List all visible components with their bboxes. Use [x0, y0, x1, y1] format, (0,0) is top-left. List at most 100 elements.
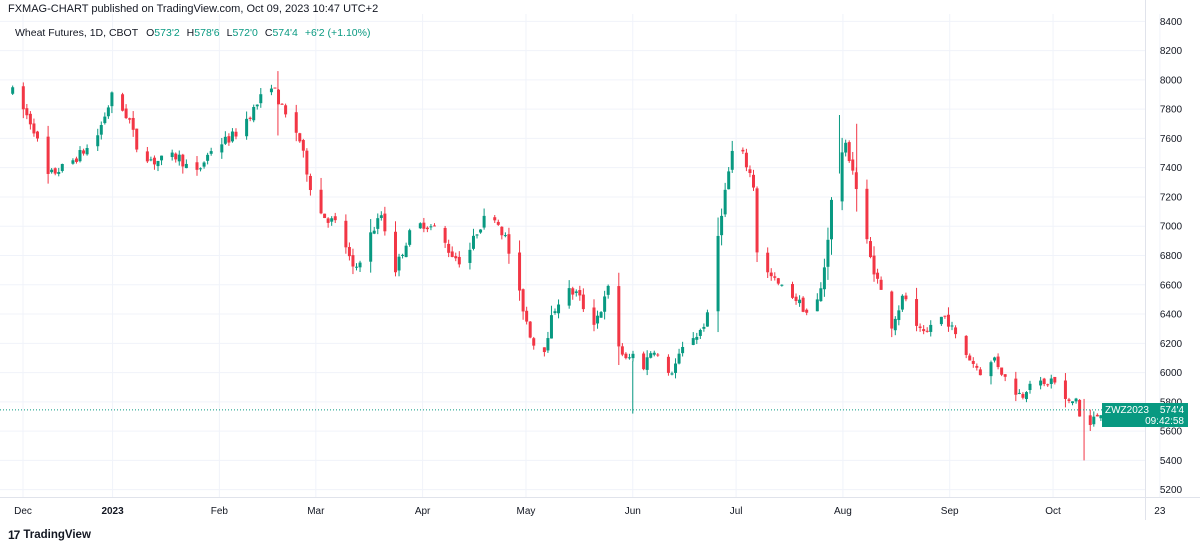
- candle-body: [532, 338, 536, 346]
- candle-body: [351, 255, 355, 267]
- low-value: 572'0: [232, 27, 258, 39]
- candle-body: [528, 321, 532, 338]
- price-axis[interactable]: 8400 8200 8000 7800 7600 7400 7200 7000 6800 6600…: [1145, 0, 1183, 520]
- candle-body: [379, 215, 383, 218]
- candle-body: [32, 123, 36, 134]
- time-tick-label: Jul: [730, 506, 743, 517]
- candle-body: [1017, 392, 1021, 394]
- candle-body: [248, 117, 252, 119]
- candle-body: [620, 346, 624, 355]
- candle-body: [989, 362, 993, 377]
- candle-body: [702, 326, 706, 329]
- candle-body: [876, 272, 880, 279]
- time-tick-label: 23: [1154, 506, 1166, 517]
- candle-body: [681, 346, 685, 354]
- candle-body: [695, 336, 699, 340]
- candle-body: [879, 279, 883, 290]
- candle-body: [1000, 367, 1004, 375]
- candle-body: [199, 168, 203, 170]
- close-value: 574'4: [272, 27, 298, 39]
- candle-body: [21, 86, 25, 110]
- time-tick-label: Aug: [834, 506, 852, 517]
- candle-body: [333, 216, 337, 221]
- candle-body: [542, 347, 546, 353]
- candle-body: [1074, 398, 1078, 402]
- candle-body: [925, 330, 929, 332]
- candle-body: [1063, 380, 1067, 399]
- ohlc-legend: Wheat Futures, 1D, CBOT O573'2 H578'6 L572'…: [15, 27, 370, 39]
- candle-body: [844, 142, 848, 153]
- candle-body: [277, 89, 281, 105]
- candle-body: [727, 171, 731, 190]
- candle-body: [330, 218, 334, 222]
- candle-body: [950, 325, 954, 327]
- candle-body: [649, 353, 653, 358]
- candle-body: [1078, 399, 1082, 417]
- candle-body: [11, 87, 15, 94]
- candle-body: [468, 249, 472, 263]
- candle-body: [674, 363, 678, 373]
- candle-body: [599, 312, 603, 318]
- candle-body: [145, 151, 149, 162]
- candle-body: [209, 151, 213, 154]
- candle-body: [592, 307, 596, 325]
- candle-body: [1053, 376, 1057, 383]
- price-tick-label: 5800: [1160, 397, 1183, 408]
- candle-body: [943, 315, 947, 317]
- candle-body: [918, 326, 922, 328]
- candle-body: [1024, 392, 1028, 400]
- candle-body: [900, 295, 904, 310]
- candle-body: [1095, 414, 1099, 417]
- candle-body: [234, 131, 238, 137]
- time-tick-label: May: [517, 506, 536, 517]
- candle-body: [872, 255, 876, 275]
- candle-body: [280, 103, 284, 105]
- candle-body: [78, 150, 82, 162]
- candle-body: [847, 142, 851, 161]
- time-tick-label: Apr: [415, 506, 431, 517]
- candle-body: [128, 118, 132, 120]
- candle-body: [571, 288, 575, 295]
- open-value: 573'2: [154, 27, 180, 39]
- tradingview-logo-text: TradingView: [23, 529, 91, 541]
- candle-body: [1071, 401, 1075, 404]
- candle-body: [1046, 384, 1050, 386]
- candle-body: [393, 231, 397, 273]
- candle-body: [1042, 378, 1046, 385]
- candle-body: [273, 87, 277, 89]
- time-axis[interactable]: Dec 2023 Feb Mar Apr May Jun Jul Aug Sep Oct 23: [0, 497, 1200, 518]
- candle-body: [766, 252, 770, 273]
- candle-body: [457, 256, 461, 265]
- candle-body: [308, 175, 312, 191]
- close-label: C: [264, 27, 273, 39]
- candle-body: [716, 235, 720, 312]
- candle-body: [971, 360, 975, 364]
- price-tick-label: 5400: [1160, 456, 1183, 467]
- candle-body: [815, 299, 819, 312]
- tradingview-logo[interactable]: 17 TradingView: [8, 528, 91, 542]
- candle-body: [826, 239, 830, 267]
- candle-body: [71, 160, 75, 164]
- candle-body: [323, 213, 327, 219]
- candle-body: [429, 226, 433, 228]
- candle-body: [553, 311, 557, 313]
- candle-body: [741, 149, 745, 152]
- candle-body: [507, 234, 511, 254]
- price-tick-label: 8400: [1160, 17, 1183, 28]
- candle-body: [432, 225, 436, 227]
- candle-body: [596, 315, 600, 324]
- candle-body: [603, 296, 607, 312]
- candle-body: [915, 299, 919, 326]
- candle-body: [152, 157, 156, 165]
- candle-body: [443, 227, 447, 243]
- candle-body: [801, 297, 805, 312]
- candle-body: [177, 154, 181, 162]
- candle-body: [819, 288, 823, 302]
- candle-body: [723, 189, 727, 215]
- candle-body: [578, 290, 582, 296]
- candle-body: [223, 136, 227, 144]
- candle-body: [929, 324, 933, 332]
- candle-body: [606, 285, 610, 295]
- candle-body: [294, 112, 298, 133]
